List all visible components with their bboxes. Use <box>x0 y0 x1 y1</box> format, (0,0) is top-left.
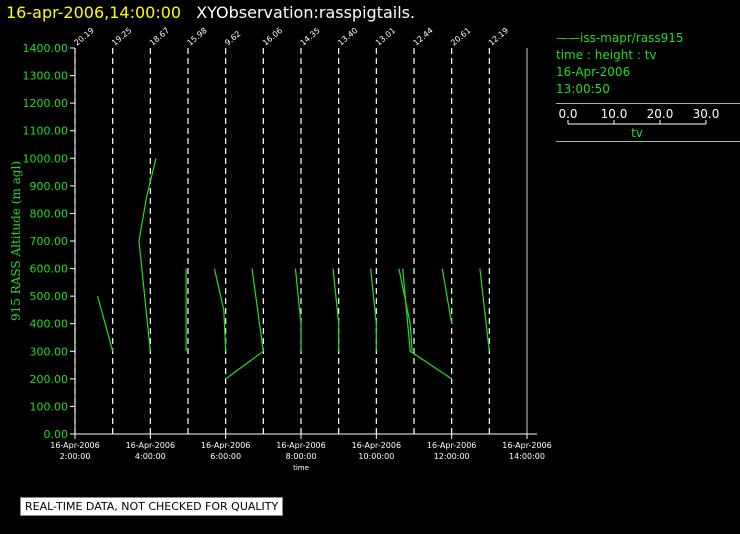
legend-series-swatch: —— <box>556 31 580 45</box>
header: 16-apr-2006,14:00:00 XYObservation:rassp… <box>6 3 415 22</box>
plot-title: XYObservation:rasspigtails. <box>196 3 416 22</box>
series-segment <box>370 268 377 352</box>
legend-series: ——iss-mapr/rass915 <box>556 30 740 47</box>
legend-divider-top <box>556 103 740 104</box>
y-tick-label: 300.00 <box>30 345 69 358</box>
legend-series-label: iss-mapr/rass915 <box>580 31 684 45</box>
x-tick-date: 16-Apr-2006 <box>502 441 551 450</box>
legend-scale-tick-label: 0.0 <box>558 107 577 121</box>
data-series <box>74 158 490 380</box>
series-segment <box>441 268 453 324</box>
y-tick-label: 700.00 <box>30 235 69 248</box>
y-tick-label: 1100.00 <box>23 125 69 138</box>
legend-time: 13:00:50 <box>556 82 610 96</box>
x-tick-date: 16-Apr-2006 <box>201 441 250 450</box>
x-tick-date: 16-Apr-2006 <box>50 441 99 450</box>
quality-disclaimer: REAL-TIME DATA, NOT CHECKED FOR QUALITY <box>20 497 284 516</box>
y-tick-label: 500.00 <box>30 290 69 303</box>
y-tick-label: 400.00 <box>30 318 69 331</box>
series-segment <box>332 268 340 352</box>
legend-divider-bottom <box>556 141 740 142</box>
x-tick-date: 16-Apr-2006 <box>276 441 325 450</box>
x-axis-title: time <box>293 464 309 472</box>
y-tick-label: 600.00 <box>30 263 69 276</box>
x-tick-time: 2:00:00 <box>60 452 91 461</box>
series-segment <box>251 268 264 352</box>
legend-scale: 0.0 10.0 20.0 30.0 tv <box>558 107 720 140</box>
series-segment <box>294 268 302 352</box>
profile-label: 18.67 <box>148 26 171 48</box>
legend-date: 16-Apr-2006 <box>556 65 631 79</box>
series-segment <box>213 268 227 352</box>
y-tick-label: 100.00 <box>30 400 69 413</box>
series-segment <box>138 240 151 352</box>
legend-mapping: time : height : tv <box>556 48 657 62</box>
profile-label: 13.01 <box>374 26 397 48</box>
y-tick-label: 200.00 <box>30 373 69 386</box>
x-tick-time: 4:00:00 <box>135 452 166 461</box>
profile-label: 20.19 <box>73 26 96 48</box>
legend: ——iss-mapr/rass915 time : height : tv 16… <box>556 30 740 142</box>
profile-label: 16.06 <box>261 26 284 48</box>
timestamp: 16-apr-2006,14:00:00 <box>6 3 182 22</box>
x-tick-time: 12:00:00 <box>434 452 470 461</box>
series-segment <box>138 158 157 242</box>
profile-label: 13.40 <box>336 26 359 48</box>
y-tick-label: 900.00 <box>30 180 69 193</box>
x-tick-date: 16-Apr-2006 <box>352 441 401 450</box>
y-tick-label: 0.00 <box>44 428 69 441</box>
profile-label: 20.61 <box>449 26 472 48</box>
series-segment <box>398 268 413 352</box>
legend-scale-tick-label: 10.0 <box>601 107 628 121</box>
series-segment <box>97 295 114 352</box>
x-tick-time: 10:00:00 <box>358 452 394 461</box>
y-tick-label: 1400.00 <box>23 42 69 55</box>
x-tick-date: 16-Apr-2006 <box>126 441 175 450</box>
profile-label: 14.35 <box>299 26 322 48</box>
legend-scale-title: tv <box>631 126 643 140</box>
profile-label: 12.19 <box>487 26 510 48</box>
series-segment <box>402 268 453 380</box>
axes: 0.00 100.00 200.00 300.00 400.00 500.00 600.00… <box>9 42 552 472</box>
profile-label: 15.98 <box>186 26 209 48</box>
legend-scale-tick-label: 30.0 <box>693 107 720 121</box>
legend-scale-tick-label: 20.0 <box>647 107 674 121</box>
y-tick-label: 1300.00 <box>23 70 69 83</box>
series-segment <box>479 268 490 352</box>
profile-label: 12.44 <box>412 26 435 48</box>
y-tick-label: 1200.00 <box>23 97 69 110</box>
x-tick-time: 8:00:00 <box>286 452 317 461</box>
y-tick-label: 800.00 <box>30 207 69 220</box>
series-segment <box>225 350 264 380</box>
profile-label: 19.25 <box>110 26 133 48</box>
x-tick-date: 16-Apr-2006 <box>427 441 476 450</box>
y-axis-title: 915 RASS Altitude (m agl) <box>9 161 23 321</box>
x-tick-time: 6:00:00 <box>210 452 241 461</box>
x-tick-time: 14:00:00 <box>509 452 545 461</box>
profile-label: 9.62 <box>223 29 242 47</box>
y-tick-label: 1000.00 <box>23 152 69 165</box>
